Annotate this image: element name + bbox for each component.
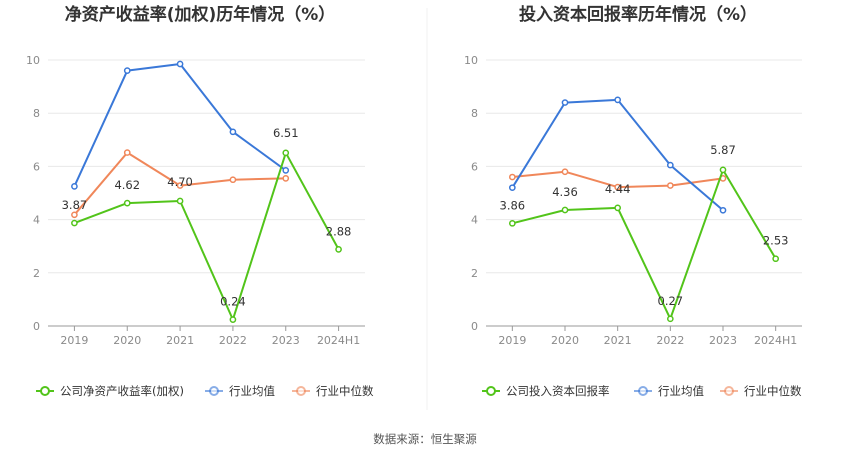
series-line-0 — [512, 168, 777, 320]
data-point[interactable] — [666, 182, 674, 189]
data-point[interactable] — [229, 128, 237, 136]
data-label: 2.88 — [326, 224, 352, 238]
series-line-0 — [74, 151, 340, 321]
data-point[interactable] — [508, 219, 516, 227]
data-label: 0.27 — [658, 294, 684, 308]
chart-title: 投入资本回报率历年情况（%） — [519, 4, 757, 25]
x-tick-label: 2022 — [656, 334, 684, 347]
data-point[interactable] — [561, 206, 569, 214]
data-point[interactable] — [282, 149, 290, 157]
data-point[interactable] — [508, 184, 516, 192]
data-point[interactable] — [123, 199, 131, 207]
chart-panel-2: 投入资本回报率历年情况（%） 0 2 4 6 8 10 2019 2020 2021 2022 202… — [464, 4, 802, 398]
x-tick-label: 2020 — [551, 334, 579, 347]
data-label: 2.53 — [763, 234, 789, 248]
y-tick-label: 4 — [33, 214, 40, 227]
data-point[interactable] — [176, 182, 184, 189]
data-label: 4.70 — [167, 175, 193, 189]
data-point[interactable] — [614, 183, 622, 191]
data-label: 6.51 — [273, 126, 299, 140]
data-point[interactable] — [772, 255, 780, 263]
data-point[interactable] — [282, 167, 290, 174]
legend-label: 公司投入资本回报率 — [506, 384, 610, 398]
legend-marker — [40, 386, 50, 396]
x-tick-label: 2022 — [219, 334, 247, 347]
data-label: 5.87 — [710, 143, 736, 157]
data-point[interactable] — [335, 246, 342, 253]
x-tick-label: 2019 — [60, 334, 88, 347]
x-tick-label: 2021 — [604, 334, 632, 347]
data-label: 3.86 — [500, 198, 526, 212]
data-point[interactable] — [666, 315, 674, 323]
legend-marker — [486, 386, 496, 396]
data-point[interactable] — [71, 211, 78, 219]
y-tick-label: 8 — [33, 107, 40, 120]
y-tick-label: 4 — [471, 214, 478, 227]
data-point[interactable] — [614, 204, 622, 212]
legend-item-2[interactable]: 行业中位数 — [292, 384, 374, 398]
legend-marker — [638, 386, 648, 396]
y-tick-label: 6 — [471, 160, 478, 173]
legend-label: 行业中位数 — [316, 384, 374, 398]
data-point[interactable] — [71, 183, 78, 190]
data-point[interactable] — [229, 316, 237, 323]
y-tick-label: 2 — [471, 267, 478, 280]
y-tick-label: 8 — [471, 107, 478, 120]
y-tick-label: 0 — [33, 320, 40, 333]
data-point[interactable] — [719, 166, 727, 174]
data-point[interactable] — [719, 206, 727, 214]
x-tick-label: 2023 — [272, 334, 300, 347]
legend-label: 行业均值 — [658, 384, 704, 398]
data-label: 4.62 — [114, 178, 140, 192]
data-point[interactable] — [123, 149, 131, 156]
data-point[interactable] — [666, 161, 674, 169]
data-point[interactable] — [176, 60, 184, 68]
data-label: 4.44 — [605, 182, 631, 196]
legend-marker — [209, 386, 219, 396]
legend-item-0[interactable]: 公司净资产收益率(加权) — [36, 384, 184, 398]
data-point[interactable] — [561, 99, 569, 106]
x-tick-label: 2023 — [709, 334, 737, 347]
x-tick-label: 2024H1 — [317, 334, 360, 347]
data-point[interactable] — [282, 175, 290, 182]
data-label: 4.36 — [552, 185, 578, 199]
y-tick-label: 2 — [33, 267, 40, 280]
x-tick-label: 2024H1 — [754, 334, 797, 347]
data-point[interactable] — [614, 96, 622, 104]
legend-label: 公司净资产收益率(加权) — [60, 384, 184, 398]
y-tick-label: 10 — [464, 54, 478, 67]
data-point[interactable] — [71, 219, 78, 227]
y-tick-label: 6 — [33, 160, 40, 173]
legend-item-1[interactable]: 行业均值 — [634, 384, 704, 398]
legend-item-1[interactable]: 行业均值 — [205, 384, 275, 398]
chart-title: 净资产收益率(加权)历年情况（%） — [65, 4, 336, 25]
data-point[interactable] — [176, 197, 184, 205]
data-source: 数据来源：恒生聚源 — [373, 432, 477, 446]
chart-panel-1: 净资产收益率(加权)历年情况（%） 0 2 4 6 8 10 2019 2020 2021 2022… — [26, 4, 374, 398]
legend-label: 行业中位数 — [744, 384, 802, 398]
data-point[interactable] — [561, 168, 569, 176]
legend-marker — [296, 386, 306, 396]
legend-marker — [724, 386, 734, 396]
legend-item-2[interactable]: 行业中位数 — [720, 384, 802, 398]
legend-label: 行业均值 — [229, 384, 275, 398]
y-tick-label: 10 — [26, 54, 40, 67]
x-tick-label: 2020 — [113, 334, 141, 347]
data-label: 3.87 — [62, 198, 88, 212]
data-point[interactable] — [508, 173, 516, 181]
y-tick-label: 0 — [471, 320, 478, 333]
x-tick-label: 2019 — [498, 334, 526, 347]
series-line-1 — [73, 63, 287, 187]
x-tick-label: 2021 — [166, 334, 194, 347]
data-label: 0.24 — [220, 295, 246, 309]
legend-item-0[interactable]: 公司投入资本回报率 — [482, 384, 610, 398]
data-point[interactable] — [123, 67, 131, 74]
data-point[interactable] — [229, 176, 237, 184]
